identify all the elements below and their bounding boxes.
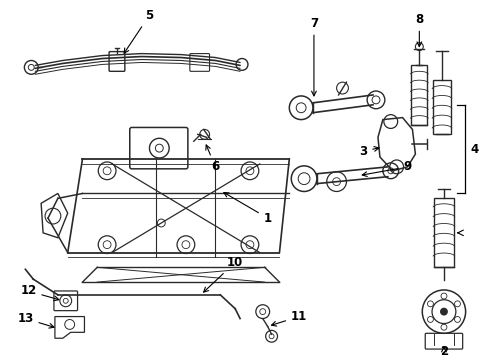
Text: 8: 8: [415, 13, 423, 46]
Text: 4: 4: [470, 143, 479, 156]
Circle shape: [440, 308, 448, 316]
Text: 6: 6: [206, 145, 220, 174]
Text: 1: 1: [224, 193, 272, 225]
Text: 9: 9: [362, 160, 412, 176]
Text: 7: 7: [310, 17, 318, 96]
Text: 11: 11: [271, 310, 307, 326]
Text: 3: 3: [359, 145, 379, 158]
Text: 12: 12: [20, 284, 59, 301]
Text: 2: 2: [440, 345, 448, 357]
Text: 13: 13: [17, 312, 54, 328]
Text: 5: 5: [124, 9, 153, 53]
Text: 10: 10: [204, 256, 243, 292]
